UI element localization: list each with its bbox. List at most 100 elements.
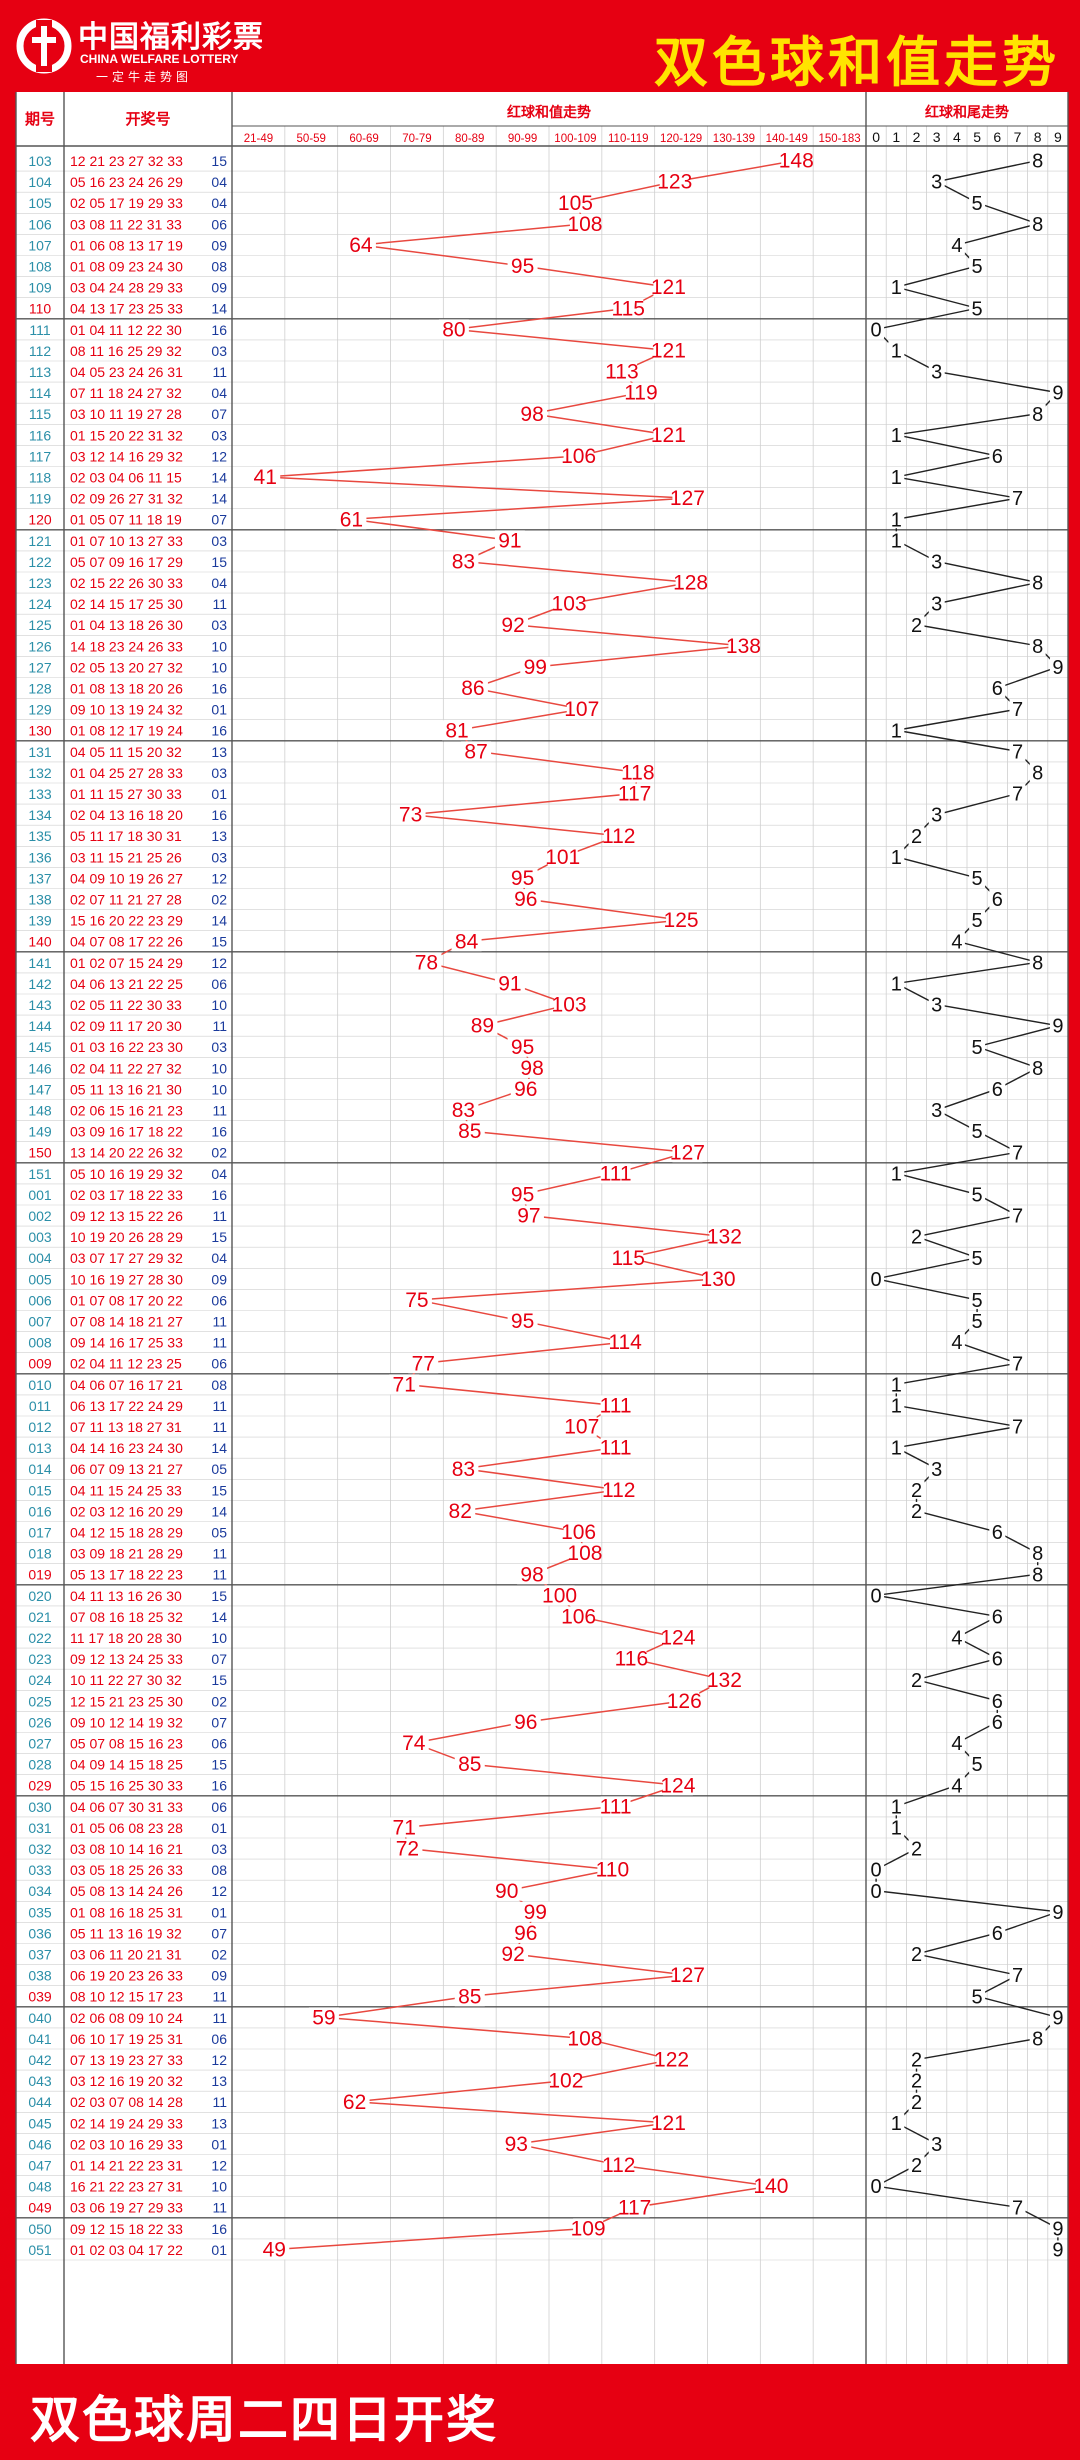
sum-label-bg xyxy=(619,783,650,804)
sum-value-label: 132 xyxy=(707,1226,742,1249)
tail-value-label: 7 xyxy=(1012,1142,1023,1164)
sum-label-bg xyxy=(461,741,492,762)
tail-label-bg xyxy=(888,1818,905,1837)
tail-digit-label: 0 xyxy=(872,129,880,145)
tail-value-label: 1 xyxy=(891,2113,902,2135)
tail-label-bg xyxy=(888,1438,905,1457)
blue-ball-number: 10 xyxy=(211,2179,227,2195)
blue-ball-number: 06 xyxy=(211,1356,227,1372)
tail-value-label: 5 xyxy=(972,1184,983,1206)
sum-value-label: 121 xyxy=(651,424,686,447)
tail-label-bg xyxy=(928,995,945,1014)
tail-value-label: 7 xyxy=(1012,1417,1023,1439)
tail-label-bg xyxy=(989,679,1006,698)
blue-ball-number: 02 xyxy=(211,1947,227,1963)
sum-label-bg xyxy=(448,1100,479,1121)
sum-value-label: 117 xyxy=(618,783,651,806)
period-number: 109 xyxy=(28,280,52,296)
blue-ball-number: 16 xyxy=(211,1124,227,1140)
red-ball-numbers: 11 17 18 20 28 30 xyxy=(70,1630,182,1646)
sum-value-label: 90 xyxy=(495,1880,518,1903)
sum-value-label: 115 xyxy=(612,1247,645,1270)
sum-value-label: 95 xyxy=(511,867,534,890)
red-ball-numbers: 03 12 14 16 29 32 xyxy=(70,448,183,464)
tail-value-label: 9 xyxy=(1052,1016,1063,1038)
red-ball-numbers: 04 06 13 21 22 25 xyxy=(70,976,183,992)
red-ball-numbers: 02 03 10 16 29 33 xyxy=(70,2136,183,2152)
sum-range-label: 80-89 xyxy=(455,133,484,145)
sum-value-label: 102 xyxy=(548,2070,583,2093)
blue-ball-number: 06 xyxy=(211,1736,227,1752)
sum-label-bg xyxy=(513,1205,544,1226)
sum-label-bg xyxy=(438,319,469,340)
blue-ball-number: 11 xyxy=(212,1567,227,1583)
period-number: 142 xyxy=(28,976,52,992)
period-number: 148 xyxy=(28,1103,52,1119)
blue-ball-number: 06 xyxy=(211,976,227,992)
tail-label-bg xyxy=(989,1923,1006,1942)
red-ball-numbers: 02 03 17 18 22 33 xyxy=(70,1187,183,1203)
tail-label-bg xyxy=(888,847,905,866)
tail-label-bg xyxy=(908,1501,925,1520)
period-number: 130 xyxy=(28,723,52,739)
red-ball-numbers: 02 05 17 19 29 33 xyxy=(70,195,183,211)
tail-value-label: 5 xyxy=(972,1290,983,1312)
tail-label-bg xyxy=(1049,1902,1066,1921)
tail-value-label: 8 xyxy=(1032,636,1043,658)
sum-value-label: 124 xyxy=(660,1774,695,1797)
tail-value-label: 6 xyxy=(992,889,1003,911)
sum-label-bg xyxy=(544,1585,575,1606)
sum-value-label: 81 xyxy=(445,719,468,742)
red-ball-numbers: 04 06 07 30 31 33 xyxy=(70,1799,183,1815)
tail-label-bg xyxy=(868,1860,885,1879)
tail-label-bg xyxy=(928,594,945,613)
tail-label-bg xyxy=(989,1079,1006,1098)
sum-label-bg xyxy=(517,1057,548,1078)
blue-ball-number: 11 xyxy=(212,1546,227,1562)
sum-label-bg xyxy=(550,2070,581,2091)
blue-ball-number: 03 xyxy=(211,533,227,549)
sum-label-bg xyxy=(613,1247,644,1268)
tail-value-label: 6 xyxy=(992,1649,1003,1671)
sum-label-bg xyxy=(728,635,759,656)
red-ball-numbers: 02 14 15 17 25 30 xyxy=(70,596,183,612)
tail-value-label: 4 xyxy=(951,1733,962,1755)
tail-value-label: 2 xyxy=(911,2092,922,2114)
red-ball-numbers: 07 08 14 18 21 27 xyxy=(70,1314,183,1330)
sum-label-bg xyxy=(709,1669,740,1690)
blue-ball-number: 02 xyxy=(211,892,227,908)
tail-value-label: 3 xyxy=(931,362,942,384)
red-ball-numbers: 09 12 13 24 25 33 xyxy=(70,1651,183,1667)
sum-value-label: 85 xyxy=(458,1753,481,1776)
sum-value-label: 121 xyxy=(651,2112,686,2135)
tail-label-bg xyxy=(908,1839,925,1858)
blue-ball-number: 14 xyxy=(211,913,227,929)
tail-label-bg xyxy=(1029,636,1046,655)
tail-value-label: 3 xyxy=(931,551,942,573)
page-title: 双色球和值走势 xyxy=(654,30,1060,94)
tail-value-label: 7 xyxy=(1012,488,1023,510)
period-number: 114 xyxy=(29,385,52,401)
sum-value-label: 85 xyxy=(458,1985,481,2008)
sum-label-bg xyxy=(507,1036,538,1057)
tail-label-bg xyxy=(888,278,905,297)
tail-value-label: 2 xyxy=(911,1501,922,1523)
red-ball-numbers: 03 10 11 19 27 28 xyxy=(70,406,182,422)
blue-ball-number: 13 xyxy=(211,2073,227,2089)
tail-label-bg xyxy=(1049,2240,1066,2259)
tail-label-bg xyxy=(969,1248,986,1267)
red-ball-numbers: 02 06 08 09 10 24 xyxy=(70,2010,183,2026)
red-ball-numbers: 01 08 16 18 25 31 xyxy=(70,1904,183,1920)
sum-label-bg xyxy=(709,1226,740,1247)
sum-value-label: 91 xyxy=(498,529,521,552)
blue-ball-number: 04 xyxy=(211,174,227,190)
sum-label-bg xyxy=(454,1754,485,1775)
sum-value-label: 83 xyxy=(452,550,475,573)
tail-value-label: 2 xyxy=(911,2071,922,2093)
sum-label-bg xyxy=(569,1543,600,1564)
sum-value-label: 83 xyxy=(452,1099,475,1122)
sum-label-bg xyxy=(494,530,525,551)
red-ball-numbers: 01 03 16 22 23 30 xyxy=(70,1039,183,1055)
sum-value-label: 109 xyxy=(571,2217,606,2240)
